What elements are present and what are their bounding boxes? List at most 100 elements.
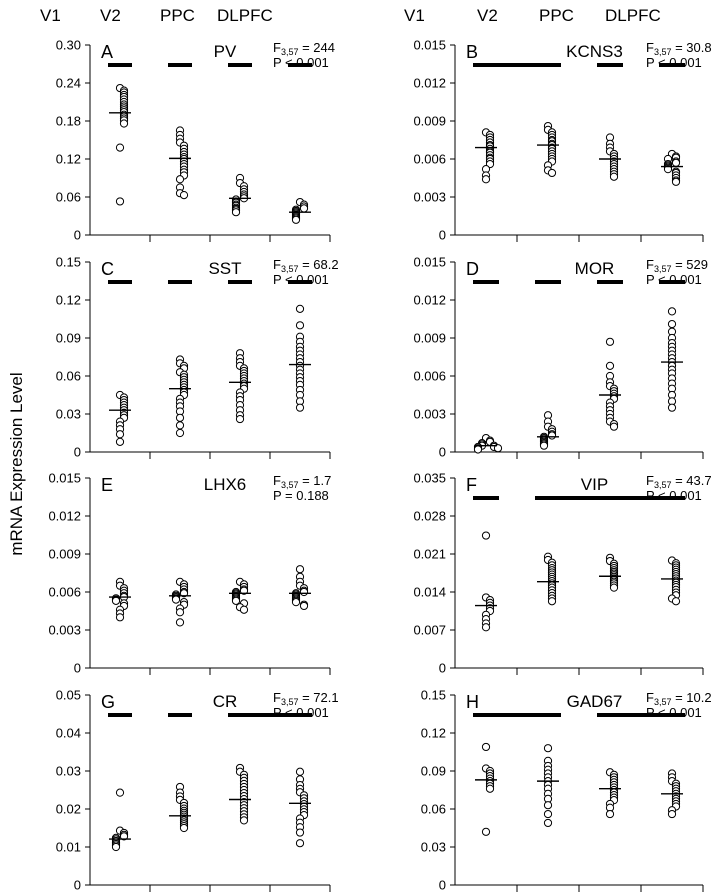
f-statistic-e: F3,57 = 1.7 xyxy=(273,473,331,490)
y-tick-label-g: 0.04 xyxy=(56,726,81,741)
y-tick-label-f: 0.028 xyxy=(413,509,446,524)
gene-name-a: PV xyxy=(214,42,237,61)
y-tick-label-b: 0.015 xyxy=(413,38,446,53)
data-point-g xyxy=(239,816,249,825)
data-point-d xyxy=(609,422,619,431)
y-tick-label-e: 0.006 xyxy=(48,585,81,600)
panel-f: 0 0.007 0.014 0.021 0.028 0.035 F VIP F3,57 = 43… xyxy=(413,471,711,676)
p-value-c: P < 0.001 xyxy=(273,272,329,287)
y-tick-label-d: 0.006 xyxy=(413,369,446,384)
y-tick-label-f: 0.014 xyxy=(413,585,446,600)
column-header-right-ppc: PPC xyxy=(539,6,574,25)
data-point-a xyxy=(115,143,125,152)
y-tick-label-f: 0.021 xyxy=(413,547,446,562)
y-tick-label-f: 0 xyxy=(439,661,446,676)
panel-letter-f: F xyxy=(466,475,477,495)
column-header-right-v1: V1 xyxy=(404,6,425,25)
gene-name-c: SST xyxy=(208,259,241,278)
y-tick-label-g: 0.05 xyxy=(56,688,81,703)
y-tick-label-c: 0.06 xyxy=(56,369,81,384)
panel-letter-b: B xyxy=(466,42,478,62)
data-point-f xyxy=(671,597,681,606)
y-axis-label: mRNA Expression Level xyxy=(7,372,26,555)
data-point-c xyxy=(175,413,185,422)
data-point-d xyxy=(667,403,677,412)
y-tick-label-d: 0.015 xyxy=(413,255,446,270)
data-point-d xyxy=(605,337,615,346)
panel-b: 0 0.003 0.006 0.009 0.012 0.015 B KCNS3 F3,57 = … xyxy=(413,38,711,243)
y-tick-label-d: 0.003 xyxy=(413,407,446,422)
panel-letter-e: E xyxy=(101,475,113,495)
data-point-h xyxy=(481,742,491,752)
y-tick-label-b: 0.006 xyxy=(413,152,446,167)
column-header-left-v2: V2 xyxy=(100,6,121,25)
data-point-a xyxy=(175,175,185,184)
column-header-left-dlpfc: DLPFC xyxy=(217,6,273,25)
data-point-e xyxy=(175,618,185,627)
data-point-c xyxy=(175,421,185,430)
data-point-h xyxy=(543,818,553,828)
data-point-f xyxy=(547,597,557,606)
gene-name-f: VIP xyxy=(581,475,608,494)
y-tick-label-c: 0.12 xyxy=(56,293,81,308)
data-point-c xyxy=(295,403,305,412)
data-point-e xyxy=(299,587,309,597)
data-point-a xyxy=(291,215,301,224)
data-point-e xyxy=(239,605,249,614)
y-tick-label-g: 0.01 xyxy=(56,840,81,855)
y-tick-label-b: 0 xyxy=(439,228,446,243)
y-tick-label-h: 0.12 xyxy=(421,726,446,741)
y-tick-label-a: 0.12 xyxy=(56,152,81,167)
data-point-c xyxy=(175,428,185,438)
p-value-a: P < 0.001 xyxy=(273,55,329,70)
data-point-g xyxy=(179,823,189,833)
y-tick-label-a: 0 xyxy=(74,228,81,243)
gene-name-h: GAD67 xyxy=(567,692,623,711)
panel-d: 0 0.003 0.006 0.009 0.012 0.015 D MOR F3,57 = 52… xyxy=(413,255,708,460)
y-tick-label-e: 0.003 xyxy=(48,623,81,638)
data-point-d xyxy=(493,444,503,453)
panel-letter-h: H xyxy=(466,692,479,712)
data-point-a xyxy=(231,208,241,217)
y-tick-label-f: 0.035 xyxy=(413,471,446,486)
data-point-g xyxy=(111,842,121,852)
y-tick-label-h: 0 xyxy=(439,878,446,893)
data-point-g xyxy=(295,839,305,848)
y-tick-label-a: 0.24 xyxy=(56,76,81,91)
data-point-d xyxy=(473,445,483,454)
f-statistic-f: F3,57 = 43.7 xyxy=(646,473,712,490)
panel-h: 0 0.03 0.06 0.09 0.12 0.15 H GAD67 F3,57 = 10.2P… xyxy=(421,688,712,893)
data-point-b xyxy=(671,158,681,167)
data-point-e xyxy=(299,601,309,611)
y-tick-label-h: 0.06 xyxy=(421,802,446,817)
data-point-a xyxy=(299,204,309,213)
data-point-a xyxy=(179,191,189,200)
y-tick-label-h: 0.09 xyxy=(421,764,446,779)
panel-letter-a: A xyxy=(101,42,113,62)
p-value-g: P < 0.001 xyxy=(273,705,329,720)
y-tick-label-d: 0.009 xyxy=(413,331,446,346)
data-point-c xyxy=(295,304,305,313)
data-point-f xyxy=(481,531,491,540)
y-tick-label-e: 0.009 xyxy=(48,547,81,562)
data-point-f xyxy=(481,623,491,632)
data-point-a xyxy=(115,197,125,206)
y-tick-label-c: 0.09 xyxy=(56,331,81,346)
panel-e: 0 0.003 0.006 0.009 0.012 0.015 E LHX6 F3,57 = 1… xyxy=(48,471,331,676)
y-tick-label-a: 0.06 xyxy=(56,190,81,205)
data-point-h xyxy=(667,809,677,819)
panel-c: 0 0.03 0.06 0.09 0.12 0.15 C SST F3,57 = 68.2P <… xyxy=(56,255,339,460)
gene-name-b: KCNS3 xyxy=(566,42,623,61)
y-tick-label-a: 0.30 xyxy=(56,38,81,53)
p-value-h: P < 0.001 xyxy=(646,705,702,720)
data-point-d xyxy=(605,361,615,370)
column-header-left-v1: V1 xyxy=(40,6,61,25)
data-point-f xyxy=(609,583,619,592)
y-tick-label-b: 0.012 xyxy=(413,76,446,91)
f-statistic-d: F3,57 = 529 xyxy=(646,257,708,274)
data-point-b xyxy=(609,172,619,181)
column-header-right-dlpfc: DLPFC xyxy=(605,6,661,25)
data-point-b xyxy=(547,168,557,178)
